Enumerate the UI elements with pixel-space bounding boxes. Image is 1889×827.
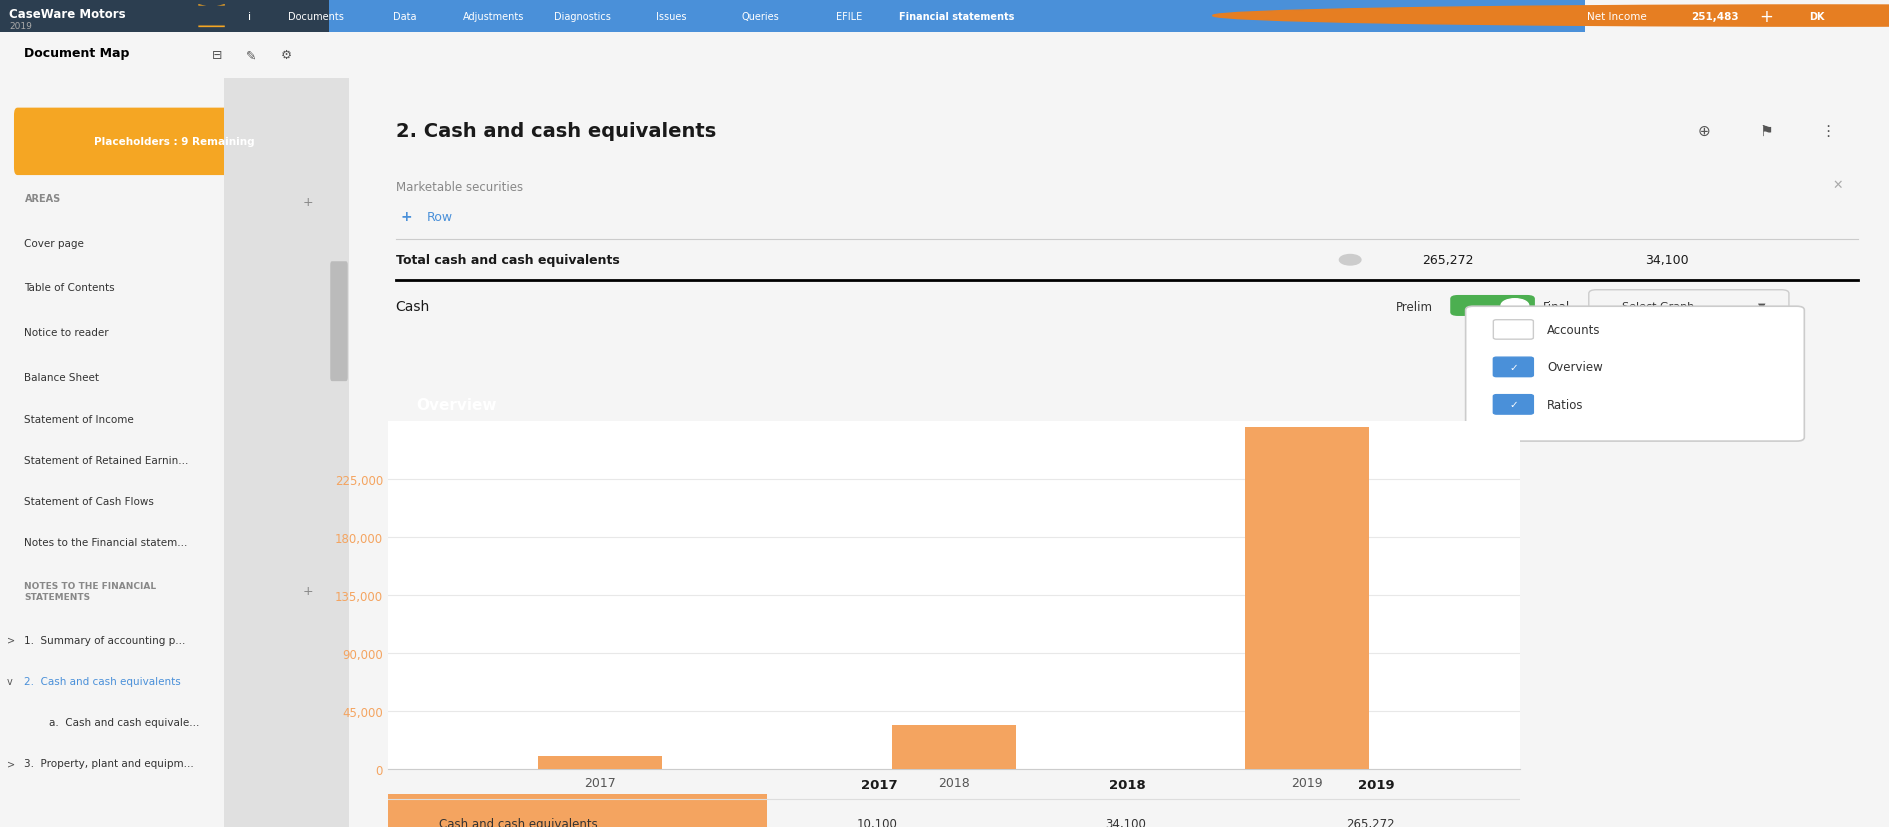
- Text: Select Graph: Select Graph: [1623, 302, 1694, 312]
- Text: ✎: ✎: [246, 50, 257, 62]
- Text: i: i: [247, 12, 251, 22]
- Text: Cash and cash equivalents: Cash and cash equivalents: [438, 817, 597, 827]
- Text: ✓: ✓: [1509, 362, 1517, 372]
- Text: Documents: Documents: [289, 12, 344, 22]
- Text: +: +: [400, 210, 412, 224]
- Text: 251,483: 251,483: [1691, 12, 1738, 22]
- Text: 2018: 2018: [1109, 778, 1147, 791]
- Circle shape: [1213, 6, 1889, 27]
- Text: 2. Cash and cash equivalents: 2. Cash and cash equivalents: [395, 122, 716, 141]
- FancyBboxPatch shape: [223, 0, 453, 827]
- Text: AREAS: AREAS: [25, 194, 60, 203]
- FancyBboxPatch shape: [60, 794, 767, 827]
- Text: 265,272: 265,272: [1347, 817, 1396, 827]
- Text: 2019: 2019: [9, 22, 32, 31]
- Text: Notes to the Financial statem...: Notes to the Financial statem...: [25, 538, 187, 547]
- Text: Table of Contents: Table of Contents: [25, 283, 115, 293]
- Text: Data: Data: [393, 12, 417, 22]
- FancyBboxPatch shape: [1494, 395, 1534, 414]
- Text: ▼: ▼: [1759, 302, 1766, 312]
- Text: Accounts: Accounts: [1547, 323, 1600, 337]
- FancyBboxPatch shape: [1589, 290, 1789, 323]
- Text: Overview: Overview: [416, 398, 497, 413]
- Text: 2017: 2017: [861, 778, 897, 791]
- FancyBboxPatch shape: [0, 0, 774, 43]
- Text: Queries: Queries: [742, 12, 778, 22]
- FancyBboxPatch shape: [1494, 358, 1534, 377]
- FancyBboxPatch shape: [1494, 320, 1534, 340]
- Text: EFILE: EFILE: [837, 12, 861, 22]
- Text: >: >: [8, 635, 15, 645]
- Text: +: +: [1759, 7, 1774, 26]
- Circle shape: [1237, 7, 1889, 26]
- Text: 10,100: 10,100: [856, 817, 897, 827]
- Text: +: +: [302, 585, 314, 598]
- Text: ⊕: ⊕: [1698, 123, 1711, 138]
- Text: Row: Row: [427, 211, 453, 223]
- Circle shape: [1339, 256, 1360, 265]
- Text: Balance Sheet: Balance Sheet: [25, 373, 100, 383]
- Text: 265,272: 265,272: [1422, 254, 1473, 267]
- Bar: [892, 725, 1016, 769]
- FancyBboxPatch shape: [331, 262, 348, 382]
- Text: Total cash and cash equivalents: Total cash and cash equivalents: [395, 254, 620, 267]
- Text: 2019: 2019: [1358, 778, 1396, 791]
- Text: ⋮: ⋮: [1819, 123, 1834, 138]
- Text: Cover page: Cover page: [25, 238, 85, 248]
- Text: 2.  Cash and cash equivalents: 2. Cash and cash equivalents: [25, 676, 181, 686]
- Text: Statement of Retained Earnin...: Statement of Retained Earnin...: [25, 456, 189, 466]
- Text: Notice to reader: Notice to reader: [25, 328, 110, 338]
- Text: 34,100: 34,100: [1105, 817, 1147, 827]
- Text: Cash: Cash: [395, 300, 431, 313]
- Text: Net Income: Net Income: [1587, 12, 1647, 22]
- FancyBboxPatch shape: [1466, 307, 1804, 442]
- Text: a.  Cash and cash equivale...: a. Cash and cash equivale...: [49, 717, 200, 727]
- Text: ✕: ✕: [1832, 179, 1844, 191]
- Bar: [538, 756, 661, 769]
- Text: Ratios: Ratios: [1547, 399, 1583, 411]
- Text: ⊟: ⊟: [212, 50, 221, 62]
- Text: +: +: [302, 195, 314, 208]
- Text: CaseWare Motors: CaseWare Motors: [9, 8, 127, 22]
- Text: ⚙: ⚙: [281, 50, 293, 62]
- Text: Prelim: Prelim: [1396, 300, 1434, 313]
- Text: Statement of Income: Statement of Income: [25, 414, 134, 424]
- FancyBboxPatch shape: [329, 0, 1585, 43]
- Bar: [1245, 428, 1370, 769]
- Text: 3.  Property, plant and equipm...: 3. Property, plant and equipm...: [25, 758, 195, 768]
- Text: Issues: Issues: [655, 12, 688, 22]
- Text: 1.  Summary of accounting p...: 1. Summary of accounting p...: [25, 635, 185, 645]
- Text: Overview: Overview: [1547, 361, 1604, 374]
- Text: Statement of Cash Flows: Statement of Cash Flows: [25, 496, 155, 506]
- Text: 34,100: 34,100: [1645, 254, 1689, 267]
- FancyBboxPatch shape: [1451, 295, 1536, 317]
- Text: Financial statements: Financial statements: [899, 12, 1014, 22]
- Text: Adjustments: Adjustments: [463, 12, 525, 22]
- Text: Document Map: Document Map: [25, 47, 130, 60]
- Text: >: >: [8, 758, 15, 768]
- Text: Placeholders : 9 Remaining: Placeholders : 9 Remaining: [94, 137, 255, 147]
- Text: Marketable securities: Marketable securities: [395, 180, 523, 194]
- Circle shape: [0, 7, 778, 26]
- Text: v: v: [8, 676, 13, 686]
- Circle shape: [1502, 299, 1528, 313]
- Text: Diagnostics: Diagnostics: [553, 12, 612, 22]
- Text: NOTES TO THE FINANCIAL
STATEMENTS: NOTES TO THE FINANCIAL STATEMENTS: [25, 581, 157, 601]
- FancyBboxPatch shape: [13, 108, 336, 176]
- Text: ⚑: ⚑: [1759, 123, 1772, 138]
- Text: Final: Final: [1543, 300, 1570, 313]
- Polygon shape: [198, 5, 225, 28]
- Text: ✓: ✓: [1509, 400, 1517, 410]
- Text: DK: DK: [1810, 12, 1825, 22]
